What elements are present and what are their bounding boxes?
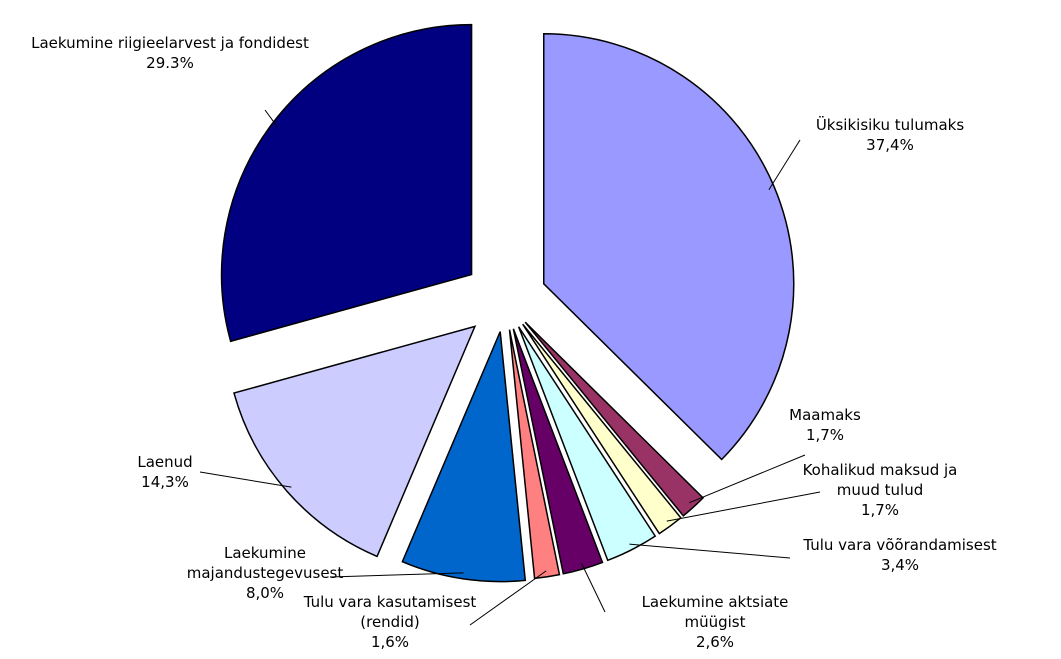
slice-label: Laekumine riigieelarvest ja fondidest 29.… [10,33,330,73]
slice-label: Tulu vara võõrandamisest 3,4% [780,535,1020,575]
slice-label: Maamaks 1,7% [775,405,875,445]
pie-slice [220,23,473,343]
pie-slice [512,328,604,575]
leader-line [689,454,806,504]
label-name: Laekumine majandustegevusest [186,544,344,582]
leader-line [199,471,292,488]
pie-slice [401,331,527,583]
pie-slice [524,321,705,517]
label-name: Laekumine riigieelarvest ja fondidest [31,34,309,52]
label-value: 1,7% [805,426,845,444]
pie-slice [522,323,682,535]
label-value: 3,4% [880,556,920,574]
slice-label: Üksikisiku tulumaks 37,4% [790,115,990,155]
label-name: Kohalikud maksud ja muud tulud [802,461,958,499]
label-value: 37,4% [866,136,914,154]
pie-slice [517,326,657,562]
leader-line [768,139,801,190]
leader-line [469,570,547,626]
leader-line [629,543,791,559]
label-value: 2,6% [695,633,735,651]
leader-line [580,562,606,613]
slice-label: Kohalikud maksud ja muud tulud 1,7% [785,460,975,520]
label-name: Üksikisiku tulumaks [815,116,965,134]
slice-label: Laenud 14,3% [120,452,210,492]
leader-line [666,491,821,522]
slice-label: Laekumine aktsiate müügist 2,6% [615,592,815,652]
label-name: Tulu vara võõrandamisest [803,536,997,554]
label-name: Tulu vara kasutamisest (rendid) [303,593,477,631]
slice-label: Tulu vara kasutamisest (rendid) 1,6% [290,592,490,652]
label-value: 29.3% [146,54,194,72]
label-value: 1,6% [370,633,410,651]
pie-slice [543,33,795,461]
slice-label: Laekumine majandustegevusest 8,0% [180,543,350,603]
label-value: 14,3% [141,473,189,491]
label-name: Laekumine aktsiate müügist [641,593,789,631]
pie-slice [508,329,561,580]
label-name: Maamaks [789,406,861,424]
pie-slice [233,325,477,558]
label-value: 1,7% [860,501,900,519]
label-name: Laenud [137,453,193,471]
label-value: 8,0% [245,584,285,602]
leader-line [264,109,278,128]
leader-line [329,572,464,578]
